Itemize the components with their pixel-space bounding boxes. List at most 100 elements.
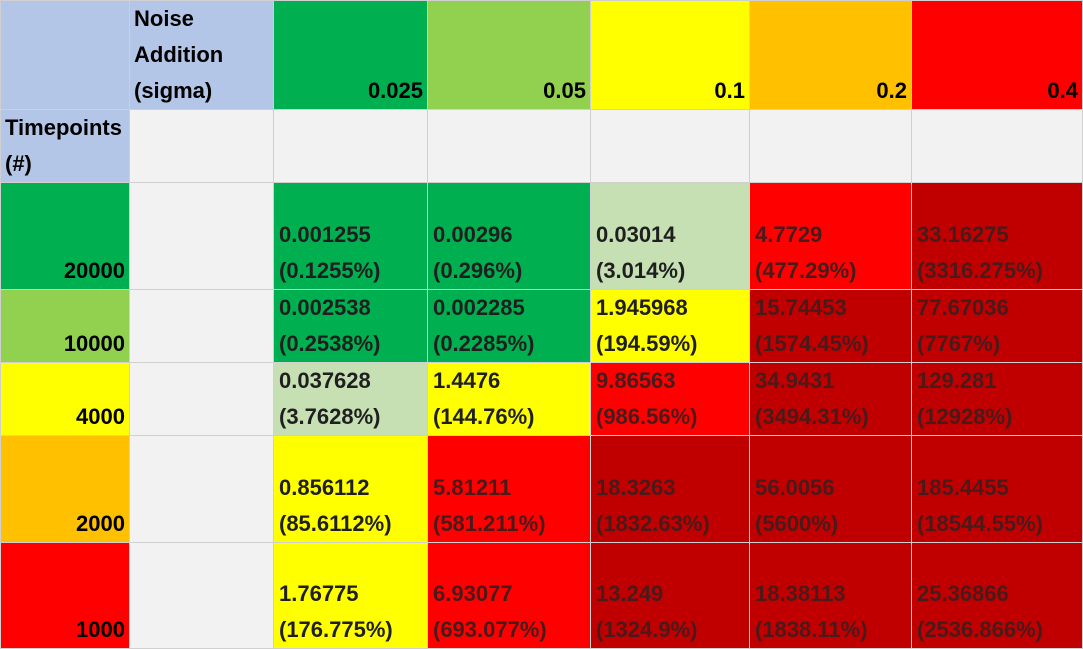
- data-cell[interactable]: 0.037628 (3.7628%): [273, 362, 428, 436]
- cell-percentage: (1832.63%): [596, 511, 710, 536]
- data-cell[interactable]: 0.002538 (0.2538%): [273, 289, 428, 363]
- blank-cell[interactable]: [129, 109, 274, 183]
- data-cell[interactable]: 34.9431 (3494.31%): [749, 362, 912, 436]
- cell-percentage: (3.014%): [596, 258, 686, 283]
- data-cell[interactable]: 0.856112 (85.6112%): [273, 435, 428, 543]
- cell-percentage: (0.2285%): [433, 331, 535, 356]
- cell-percentage: (477.29%): [755, 258, 857, 283]
- data-cell[interactable]: 0.001255 (0.1255%): [273, 182, 428, 290]
- cell-value: 0.03014: [596, 222, 676, 247]
- blank-cell[interactable]: [129, 435, 274, 543]
- data-cell[interactable]: 15.74453 (1574.45%): [749, 289, 912, 363]
- cell-percentage: (3.7628%): [279, 404, 381, 429]
- blank-cell[interactable]: [911, 109, 1083, 183]
- blank-cell[interactable]: [427, 109, 591, 183]
- blank-cell[interactable]: [273, 109, 428, 183]
- cell-value: 0.001255: [279, 222, 371, 247]
- cell-value: 1.4476: [433, 368, 501, 393]
- cell-percentage: (144.76%): [433, 404, 535, 429]
- cell-value: 0.00296: [433, 222, 513, 247]
- cell-value: 1.76775: [279, 581, 359, 606]
- cell-percentage: (2536.866%): [917, 617, 1043, 642]
- sigma-value-0[interactable]: 0.025: [273, 0, 428, 110]
- cell-percentage: (0.1255%): [279, 258, 381, 283]
- cell-percentage: (1324.9%): [596, 617, 698, 642]
- data-cell[interactable]: 18.3263 (1832.63%): [590, 435, 750, 543]
- cell-percentage: (85.6112%): [279, 511, 392, 536]
- cell-value: 18.3263: [596, 475, 676, 500]
- cell-value: 9.86563: [596, 368, 676, 393]
- cell-value: 13.249: [596, 581, 664, 606]
- timepoints-header-row: Timepoints (#): [0, 109, 1083, 183]
- cell-value: 0.856112: [279, 475, 370, 500]
- cell-value: 5.81211: [433, 475, 512, 500]
- data-cell[interactable]: 1.945968 (194.59%): [590, 289, 750, 363]
- data-cell[interactable]: 77.67036 (7767%): [911, 289, 1083, 363]
- data-cell[interactable]: 6.93077 (693.077%): [427, 542, 591, 649]
- cell-value: 185.4455: [917, 475, 1009, 500]
- timepoints-value[interactable]: 4000: [0, 362, 130, 436]
- cell-value: 0.002538: [279, 295, 371, 320]
- cell-percentage: (5600%): [755, 511, 839, 536]
- blank-cell[interactable]: [129, 182, 274, 290]
- blank-cell[interactable]: [129, 362, 274, 436]
- cell-value: 129.281: [917, 368, 997, 393]
- data-cell[interactable]: 5.81211 (581.211%): [427, 435, 591, 543]
- blank-cell[interactable]: [590, 109, 750, 183]
- cell-value: 77.67036: [917, 295, 1009, 320]
- cell-percentage: (18544.55%): [917, 511, 1043, 536]
- timepoints-value[interactable]: 10000: [0, 289, 130, 363]
- cell-value: 0.037628: [279, 368, 371, 393]
- cell-percentage: (0.296%): [433, 258, 523, 283]
- data-cell[interactable]: 0.03014 (3.014%): [590, 182, 750, 290]
- timepoints-header-label[interactable]: Timepoints (#): [0, 109, 130, 183]
- timepoints-value[interactable]: 20000: [0, 182, 130, 290]
- blank-cell[interactable]: [129, 542, 274, 649]
- cell-value: 6.93077: [433, 581, 513, 606]
- table-row: 10000 0.002538 (0.2538%) 0.002285 (0.2285%) 1…: [0, 289, 1083, 363]
- cell-percentage: (176.775%): [279, 617, 393, 642]
- table-row: 1000 1.76775 (176.775%) 6.93077 (693.077%) 13…: [0, 542, 1083, 649]
- cell-value: 34.9431: [755, 368, 835, 393]
- data-cell[interactable]: 33.16275 (3316.275%): [911, 182, 1083, 290]
- cell-value: 1.945968: [596, 295, 688, 320]
- timepoints-value[interactable]: 1000: [0, 542, 130, 649]
- data-cell[interactable]: 4.7729 (477.29%): [749, 182, 912, 290]
- blank-cell[interactable]: [749, 109, 912, 183]
- data-cell[interactable]: 1.4476 (144.76%): [427, 362, 591, 436]
- data-cell[interactable]: 0.002285 (0.2285%): [427, 289, 591, 363]
- sigma-header-row: Noise Addition (sigma) 0.025 0.05 0.1 0.…: [0, 0, 1083, 110]
- cell-value: 33.16275: [917, 222, 1009, 247]
- data-cell[interactable]: 25.36866 (2536.866%): [911, 542, 1083, 649]
- table-row: 4000 0.037628 (3.7628%) 1.4476 (144.76%) 9.86…: [0, 362, 1083, 436]
- data-cell[interactable]: 129.281 (12928%): [911, 362, 1083, 436]
- table-row: 20000 0.001255 (0.1255%) 0.00296 (0.296%) 0.0…: [0, 182, 1083, 290]
- cell-percentage: (693.077%): [433, 617, 547, 642]
- cell-value: 15.74453: [755, 295, 847, 320]
- data-cell[interactable]: 1.76775 (176.775%): [273, 542, 428, 649]
- data-cell[interactable]: 0.00296 (0.296%): [427, 182, 591, 290]
- data-cell[interactable]: 13.249 (1324.9%): [590, 542, 750, 649]
- sigma-value-2[interactable]: 0.1: [590, 0, 750, 110]
- cell-percentage: (7767%): [917, 331, 1001, 356]
- cell-value: 0.002285: [433, 295, 525, 320]
- corner-cell[interactable]: [0, 0, 130, 110]
- cell-percentage: (986.56%): [596, 404, 698, 429]
- sigma-value-3[interactable]: 0.2: [749, 0, 912, 110]
- cell-value: 56.0056: [755, 475, 835, 500]
- data-cell[interactable]: 185.4455 (18544.55%): [911, 435, 1083, 543]
- cell-value: 18.38113: [755, 581, 846, 606]
- data-cell[interactable]: 9.86563 (986.56%): [590, 362, 750, 436]
- cell-percentage: (3494.31%): [755, 404, 869, 429]
- cell-percentage: (1574.45%): [755, 331, 869, 356]
- sigma-value-4[interactable]: 0.4: [911, 0, 1083, 110]
- cell-percentage: (3316.275%): [917, 258, 1043, 283]
- cell-value: 4.7729: [755, 222, 823, 247]
- data-cell[interactable]: 18.38113 (1838.11%): [749, 542, 912, 649]
- sigma-value-1[interactable]: 0.05: [427, 0, 591, 110]
- sigma-header-label[interactable]: Noise Addition (sigma): [129, 0, 274, 110]
- timepoints-value[interactable]: 2000: [0, 435, 130, 543]
- blank-cell[interactable]: [129, 289, 274, 363]
- data-cell[interactable]: 56.0056 (5600%): [749, 435, 912, 543]
